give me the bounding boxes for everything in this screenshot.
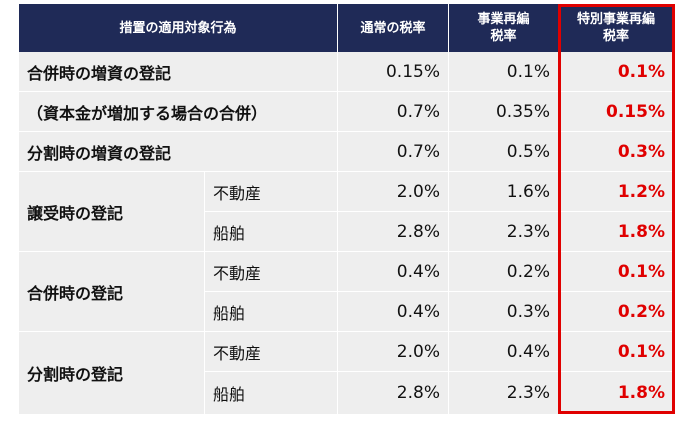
row-merger-capital-special: 0.1% — [617, 62, 665, 82]
row-split-sub-realestate: 不動産 — [213, 344, 262, 363]
header-reorg-line1: 事業再編 — [477, 12, 530, 27]
tax-rate-table: 措置の適用対象行為 通常の税率 事業再編 税率 特別事業再編 税率 合併時の増資… — [19, 4, 675, 414]
row-split-realestate-reorg: 0.4% — [506, 342, 550, 362]
row-transfer-ship-normal: 2.8% — [396, 222, 440, 242]
row-merger-capital-label: 合併時の増資の登記 — [27, 64, 172, 83]
header-reorg-rate: 事業再編 税率 — [449, 4, 558, 52]
row-transfer-realestate-special: 1.2% — [617, 182, 665, 202]
row-merger-sub-realestate: 不動産 — [213, 264, 262, 283]
row-merger-capital-normal: 0.15% — [385, 62, 440, 82]
row-merger-realestate-reorg: 0.2% — [506, 262, 550, 282]
row-split-capital-label: 分割時の増資の登記 — [27, 144, 172, 163]
row-split-capital-normal: 0.7% — [396, 142, 440, 162]
row-transfer-label: 譲受時の登記 — [27, 204, 124, 223]
header-reorg-line2: 税率 — [490, 29, 517, 44]
header-normal-rate-label: 通常の税率 — [360, 20, 426, 36]
special-rate-highlight — [558, 4, 675, 414]
row-split-capital-special: 0.3% — [617, 142, 665, 162]
row-split-label: 分割時の登記 — [27, 365, 124, 384]
row-merger-sub-ship: 船舶 — [213, 304, 246, 323]
row-split-realestate-normal: 2.0% — [396, 342, 440, 362]
header-special-rate: 特別事業再編 税率 — [559, 4, 673, 52]
row-transfer-ship-reorg: 2.3% — [506, 222, 550, 242]
row-capital-increase-special: 0.15% — [606, 102, 665, 122]
row-capital-increase-reorg: 0.35% — [495, 102, 550, 122]
row-merger-ship-reorg: 0.3% — [506, 302, 550, 322]
row-merger-realestate-normal: 0.4% — [396, 262, 440, 282]
row-split-ship-reorg: 2.3% — [506, 383, 550, 403]
row-transfer-realestate-normal: 2.0% — [396, 182, 440, 202]
row-split-sub-ship: 船舶 — [213, 385, 246, 404]
row-capital-increase-normal: 0.7% — [396, 102, 440, 122]
row-merger-label: 合併時の登記 — [27, 284, 124, 303]
row-split-capital-reorg: 0.5% — [506, 142, 550, 162]
header-normal-rate: 通常の税率 — [338, 4, 448, 52]
row-transfer-ship-special: 1.8% — [617, 222, 665, 242]
row-transfer-sub-realestate: 不動産 — [213, 184, 262, 203]
header-measure: 措置の適用対象行為 — [19, 4, 337, 52]
row-transfer-realestate-reorg: 1.6% — [506, 182, 550, 202]
row-split-realestate-special: 0.1% — [617, 342, 665, 362]
row-transfer-sub-ship: 船舶 — [213, 224, 246, 243]
row-merger-realestate-special: 0.1% — [617, 262, 665, 282]
row-merger-capital-reorg: 0.1% — [506, 62, 550, 82]
header-measure-label: 措置の適用対象行為 — [119, 20, 237, 36]
row-split-ship-normal: 2.8% — [396, 383, 440, 403]
header-special-line1: 特別事業再編 — [576, 12, 655, 27]
row-capital-increase-label: （資本金が増加する場合の合併） — [27, 104, 268, 123]
row-merger-ship-normal: 0.4% — [396, 302, 440, 322]
row-split-ship-special: 1.8% — [617, 383, 665, 403]
table-body — [19, 52, 673, 414]
header-special-line2: 税率 — [602, 29, 629, 44]
row-merger-ship-special: 0.2% — [617, 302, 665, 322]
